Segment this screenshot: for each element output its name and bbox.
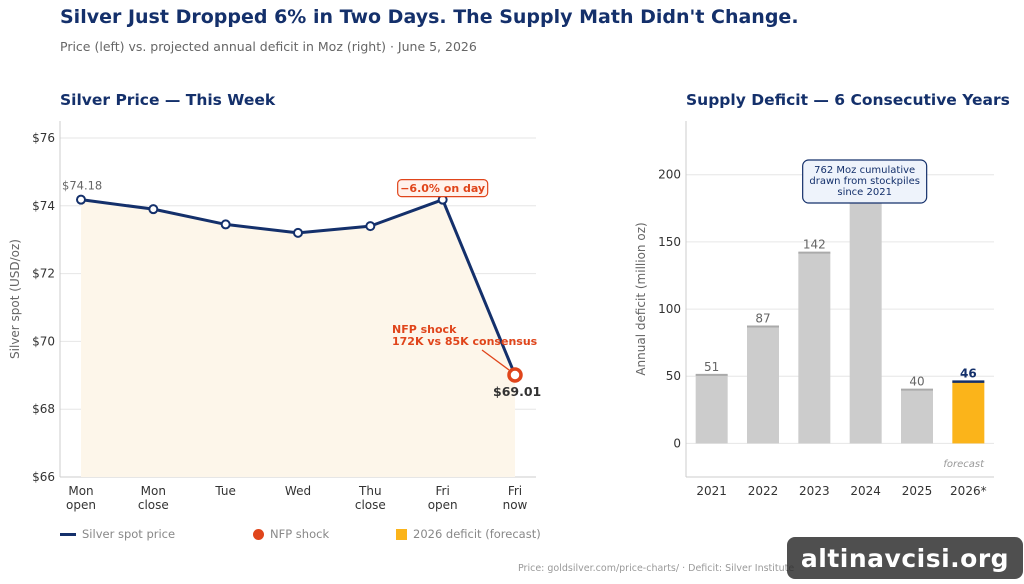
price-x-tick-label: now — [503, 498, 528, 512]
drop-badge-label: −6.0% on day — [400, 182, 485, 195]
deficit-bar — [901, 389, 933, 444]
nfp-annotation-arrow — [481, 349, 510, 371]
price-x-tick-label: close — [355, 498, 386, 512]
deficit-x-tick-label: 2023 — [799, 484, 830, 498]
price-y-tick-label: $76 — [32, 131, 55, 145]
deficit-bar — [952, 381, 985, 444]
deficit-callout-line: 762 Moz cumulative — [814, 165, 915, 176]
deficit-bar — [798, 252, 831, 444]
legend-price: Silver spot price — [60, 527, 175, 541]
deficit-value-label: 142 — [803, 238, 826, 252]
deficit-x-tick-label: 2022 — [748, 484, 779, 498]
nfp-shock-point — [507, 367, 523, 383]
deficit-callout-box — [802, 159, 928, 204]
price-x-tick-label: open — [428, 498, 458, 512]
price-chart-title: Silver Price — This Week — [60, 91, 276, 109]
price-y-axis-label: Silver spot (USD/oz) — [8, 239, 22, 359]
price-point — [148, 204, 159, 215]
legend-dot-swatch — [253, 528, 264, 540]
legend-shock-label: NFP shock — [270, 527, 330, 541]
deficit-value-label: 40 — [909, 375, 924, 389]
price-y-tick-label: $72 — [32, 267, 55, 281]
forecast-note: forecast — [943, 459, 985, 470]
price-y-tick-label: $68 — [32, 402, 55, 416]
deficit-x-tick-label: 2026* — [950, 484, 987, 498]
start-price-label: $74.18 — [62, 179, 102, 193]
nfp-annotation-line-2: 172K vs 85K consensus — [392, 335, 538, 348]
deficit-callout-line: since 2021 — [837, 187, 892, 198]
deficit-bar — [747, 326, 779, 444]
price-point — [365, 221, 376, 232]
deficit-chart-title: Supply Deficit — 6 Consecutive Years — [686, 91, 1010, 109]
price-area-fill — [81, 199, 515, 477]
legend-shock: NFP shock — [253, 527, 329, 541]
deficit-x-tick-label: 2021 — [696, 484, 727, 498]
deficit-y-tick-label: 50 — [666, 369, 681, 383]
price-x-tick-label: Tue — [214, 484, 236, 498]
watermark-logo: altinavcisi.org — [787, 537, 1023, 579]
source-note: Price: goldsilver.com/price-charts/ · De… — [518, 563, 795, 574]
price-y-tick-label: $74 — [32, 199, 55, 213]
price-y-tick-label: $70 — [32, 334, 55, 348]
price-point — [76, 194, 86, 205]
page-title: Silver Just Dropped 6% in Two Days. The … — [60, 6, 799, 28]
deficit-y-tick-label: 0 — [673, 436, 681, 450]
legend-line-swatch — [60, 532, 76, 536]
deficit-bar — [695, 374, 728, 444]
deficit-x-tick-label: 2024 — [850, 484, 881, 498]
deficit-callout-line: drawn from stockpiles — [809, 176, 920, 187]
legend-price-label: Silver spot price — [82, 527, 176, 541]
price-x-tick-label: Wed — [285, 484, 311, 498]
deficit-value-label: 87 — [755, 312, 770, 326]
deficit-value-label: 46 — [960, 367, 977, 381]
deficit-y-tick-label: 150 — [658, 235, 681, 249]
end-price-label: $69.01 — [493, 384, 541, 399]
price-point — [293, 227, 303, 238]
deficit-bar — [849, 194, 882, 444]
deficit-y-tick-label: 100 — [658, 302, 681, 316]
price-x-tick-label: open — [66, 498, 96, 512]
price-x-tick-label: Fri — [508, 484, 522, 498]
price-x-tick-label: Thu — [358, 484, 382, 498]
drop-badge — [397, 179, 489, 198]
deficit-y-tick-label: 200 — [658, 168, 681, 182]
deficit-x-tick-label: 2025 — [902, 484, 933, 498]
price-point — [220, 219, 231, 230]
deficit-value-label: 51 — [704, 360, 719, 374]
legend-square-swatch — [396, 528, 407, 540]
price-y-tick-label: $66 — [32, 470, 55, 484]
deficit-y-axis-label: Annual deficit (million oz) — [634, 222, 648, 375]
nfp-annotation-line-1: NFP shock — [392, 323, 457, 336]
legend-forecast: 2026 deficit (forecast) — [396, 527, 541, 541]
price-x-tick-label: Mon — [68, 484, 93, 498]
price-x-tick-label: Fri — [436, 484, 450, 498]
legend-forecast-label: 2026 deficit (forecast) — [413, 527, 541, 541]
page-subtitle: Price (left) vs. projected annual defici… — [60, 39, 477, 54]
price-x-tick-label: close — [138, 498, 169, 512]
price-x-tick-label: Mon — [141, 484, 166, 498]
